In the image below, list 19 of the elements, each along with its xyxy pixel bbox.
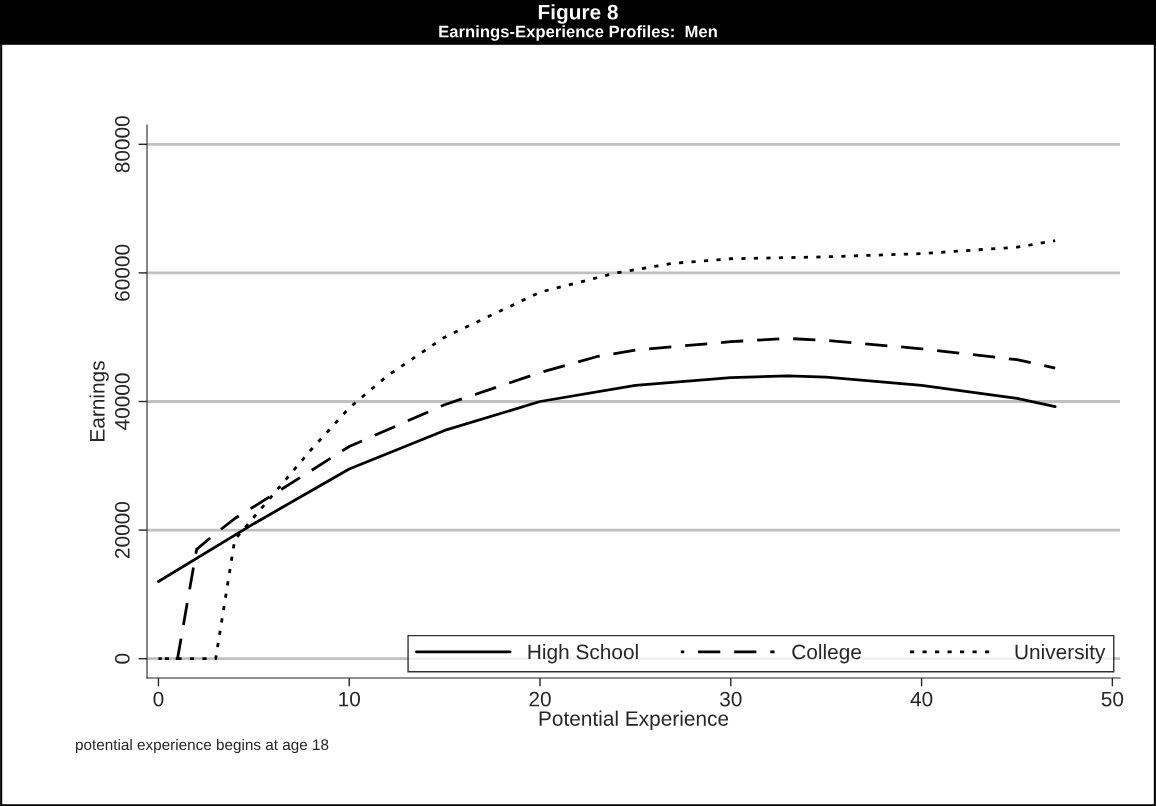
chart-title: Figure 8	[538, 4, 618, 24]
y-tick-label: 60000	[114, 244, 130, 301]
x-tick-label: 30	[720, 691, 742, 707]
x-axis-title: Potential Experience	[539, 710, 729, 731]
legend-label: University	[1015, 644, 1106, 664]
x-tick-label: 20	[529, 691, 551, 707]
y-tick-label: 40000	[114, 373, 130, 430]
y-axis-title: Earnings	[89, 361, 109, 441]
x-tick-label: 10	[339, 691, 360, 707]
y-tick-label: 0	[114, 653, 130, 664]
x-tick-label: 0	[153, 691, 164, 707]
chart-subtitle: Earnings-Experience Profiles: Men	[439, 25, 717, 41]
x-tick-label: 50	[1101, 691, 1124, 707]
text: potential experience begins at age 18	[75, 738, 329, 754]
legend-label: High School	[528, 644, 638, 664]
y-tick-label: 20000	[114, 501, 130, 559]
y-tick-label: 80000	[114, 116, 130, 173]
x-tick-label: 40	[910, 691, 933, 707]
legend-label: College	[792, 644, 861, 664]
